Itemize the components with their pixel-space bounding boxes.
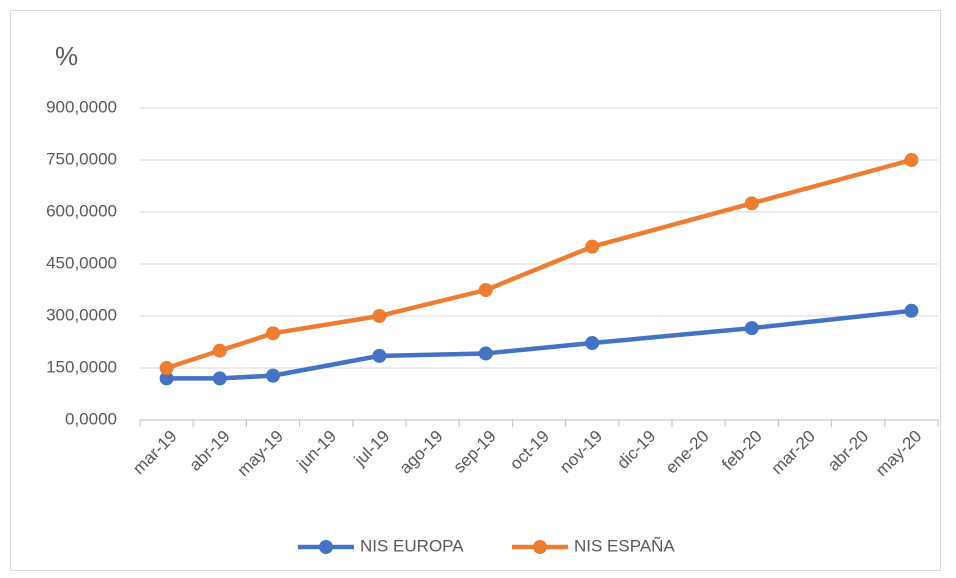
y-axis-label: % — [55, 41, 78, 71]
y-tick-label: 0,0000 — [65, 409, 117, 428]
marker — [266, 368, 280, 383]
marker — [372, 309, 387, 323]
marker — [266, 326, 280, 341]
legend-label: NIS EUROPA — [360, 536, 464, 555]
marker — [744, 321, 759, 336]
marker — [212, 343, 227, 358]
marker — [212, 371, 227, 386]
marker — [372, 348, 387, 363]
marker — [478, 346, 493, 361]
marker — [478, 283, 493, 297]
marker — [585, 239, 600, 254]
legend-marker — [319, 540, 333, 554]
marker — [904, 303, 919, 318]
marker — [744, 196, 759, 211]
legend-label: NIS ESPAÑA — [574, 536, 675, 555]
line — [165, 157, 912, 371]
y-tick-label: 150,0000 — [46, 357, 117, 376]
legend-marker — [533, 540, 547, 554]
marker — [585, 336, 600, 351]
y-tick-label: 600,0000 — [46, 201, 117, 220]
y-tick-label: 300,0000 — [46, 305, 117, 324]
marker — [159, 371, 174, 386]
marker — [159, 361, 174, 375]
line — [166, 308, 912, 381]
marker — [904, 153, 919, 167]
y-tick-label: 750,0000 — [46, 149, 117, 168]
y-tick-label: 900,0000 — [46, 97, 117, 116]
y-tick-label: 450,0000 — [46, 253, 117, 272]
